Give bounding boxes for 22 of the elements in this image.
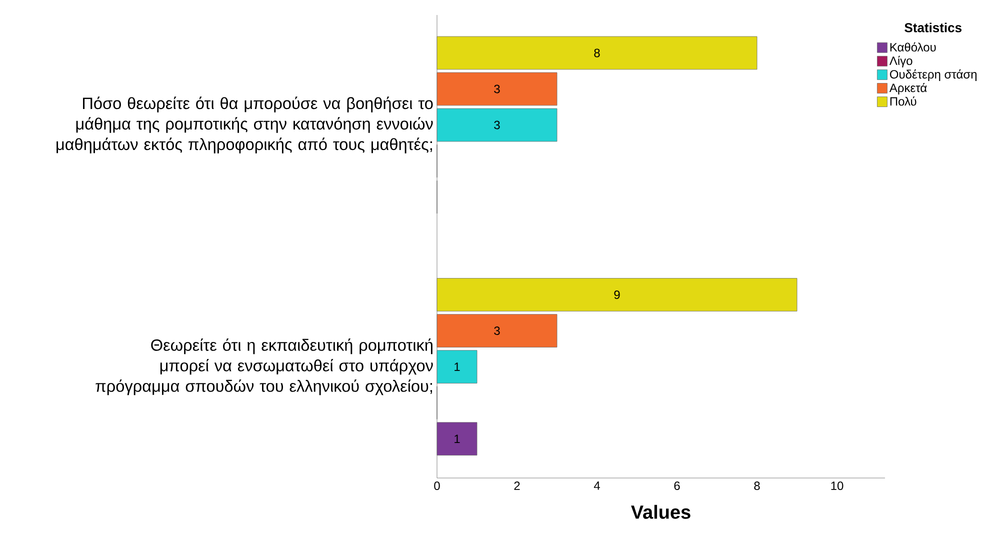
x-tick-label: 6 — [674, 482, 680, 490]
data-label: 3 — [494, 326, 500, 335]
x-tick-label: 8 — [754, 482, 760, 490]
data-label: 8 — [594, 48, 600, 58]
legend-label: Πολύ — [890, 96, 916, 106]
x-tick-label: 4 — [594, 482, 600, 490]
x-axis-title: Values — [631, 504, 690, 519]
data-label: 1 — [454, 434, 460, 443]
data-label: 9 — [614, 290, 620, 299]
legend-title: Statistics — [904, 22, 962, 32]
x-tick-label: 0 — [434, 482, 440, 490]
y-tick-label: Θεωρείτε ότι η εκπαιδευτική ρομποτική μπορεί να ενσωματωθεί στο υπάρχον πρόγραμμα σπουδών του ελληνικού σχολείου; — [96, 338, 433, 396]
y-tick-label: Πόσο θεωρείτε ότι θα μπορούσε να βοηθήσει το μάθημα της ρομποτικής στην κατανόηση εννοιών μαθημάτων εκτός πληροφορικής από τους μαθητές; — [56, 96, 433, 154]
x-tick-label: 2 — [514, 482, 520, 490]
x-tick-label: 10 — [831, 482, 844, 490]
legend-label: Λίγο — [889, 56, 912, 68]
data-label: 3 — [494, 120, 500, 130]
legend-label: Καθόλου — [890, 42, 936, 52]
legend-label: Ουδέτερη στάση — [890, 69, 976, 81]
data-label: 1 — [454, 362, 460, 371]
data-label: 3 — [494, 84, 500, 94]
legend-label: Αρκετά — [889, 82, 927, 95]
